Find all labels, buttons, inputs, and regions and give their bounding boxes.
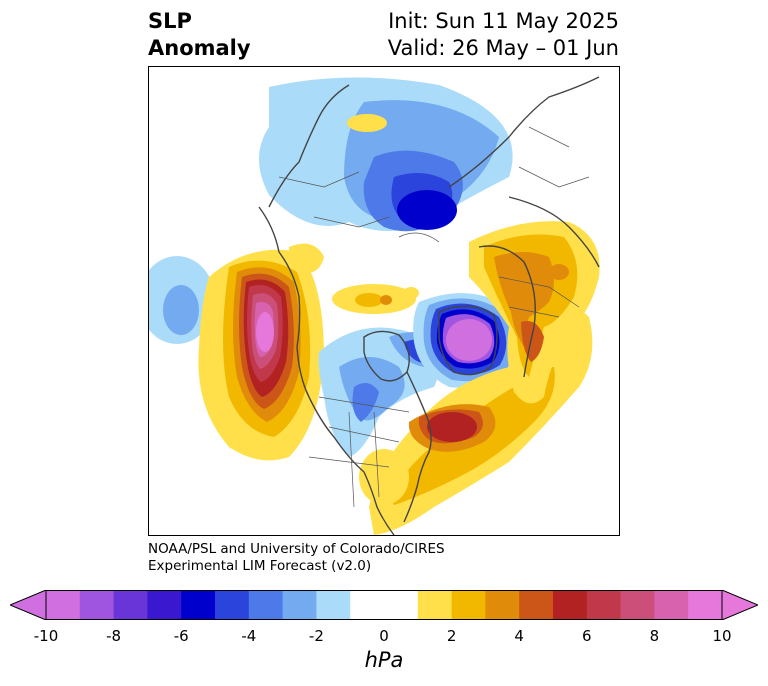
title-left: SLP Anomaly bbox=[148, 8, 251, 62]
colorbar-bin-6 bbox=[248, 590, 284, 620]
arctic-low bbox=[259, 77, 513, 232]
anomaly-map bbox=[149, 76, 600, 535]
colorbar-tick-label: 8 bbox=[649, 627, 660, 645]
credit-line2: Experimental LIM Forecast (v2.0) bbox=[148, 558, 372, 574]
borders bbox=[278, 126, 590, 508]
colorbar-tick-label: -4 bbox=[241, 627, 257, 645]
bering-high bbox=[332, 284, 419, 314]
colorbar-bin-13 bbox=[519, 590, 554, 620]
colorbar-tick-label: -8 bbox=[106, 627, 122, 645]
colorbar-bin-18 bbox=[688, 590, 723, 620]
colorbar-over-triangle bbox=[721, 589, 760, 621]
colorbar-unit: hPa bbox=[364, 648, 404, 672]
greenland-baffin-high bbox=[413, 293, 521, 388]
colorbar-bin-16 bbox=[620, 590, 655, 620]
colorbar-tick-label: 10 bbox=[712, 627, 732, 645]
colorbar-bin-4 bbox=[181, 590, 216, 620]
colorbar-border bbox=[45, 590, 723, 620]
coastlines bbox=[258, 76, 600, 535]
colorbar-tick-label: 6 bbox=[582, 627, 592, 645]
colorbar-bin-17 bbox=[654, 590, 689, 620]
colorbar-bin-3 bbox=[147, 590, 182, 620]
colorbar-graphic bbox=[8, 589, 760, 621]
credit-line1: NOAA/PSL and University of Colorado/CIRE… bbox=[148, 541, 445, 557]
colorbar-bin-9 bbox=[350, 590, 419, 620]
title-right: Init: Sun 11 May 2025 Valid: 26 May – 01… bbox=[388, 8, 619, 62]
colorbar-bin-2 bbox=[113, 590, 148, 620]
colorbar-tick-label: -10 bbox=[33, 627, 59, 645]
siberia-small-high bbox=[347, 114, 387, 132]
init-date: Init: Sun 11 May 2025 bbox=[388, 9, 619, 33]
title-variable: SLP bbox=[148, 9, 192, 33]
colorbar bbox=[8, 589, 760, 621]
north-pacific-low bbox=[149, 256, 215, 344]
colorbar-bin-14 bbox=[553, 590, 588, 620]
map-panel bbox=[148, 66, 620, 536]
colorbar-bin-12 bbox=[485, 590, 520, 620]
valid-range: Valid: 26 May – 01 Jun bbox=[387, 36, 619, 60]
colorbar-bin-0 bbox=[46, 590, 81, 620]
colorbar-bin-15 bbox=[586, 590, 622, 620]
colorbar-bin-11 bbox=[451, 590, 486, 620]
colorbar-bin-8 bbox=[316, 590, 351, 620]
colorbar-bin-5 bbox=[215, 590, 250, 620]
alaska-coast-high bbox=[289, 243, 324, 273]
colorbar-tick-label: 0 bbox=[379, 627, 389, 645]
colorbar-tick-label: -6 bbox=[173, 627, 189, 645]
credit-text: NOAA/PSL and University of Colorado/CIRE… bbox=[148, 541, 445, 575]
colorbar-bin-7 bbox=[282, 590, 317, 620]
colorbar-tick-label: -2 bbox=[308, 627, 324, 645]
pacific-high bbox=[198, 249, 324, 461]
title-type: Anomaly bbox=[148, 36, 251, 60]
colorbar-bin-10 bbox=[417, 590, 453, 620]
colorbar-bin-1 bbox=[79, 590, 115, 620]
colorbar-tick-label: 4 bbox=[514, 627, 524, 645]
colorbar-tick-label: 2 bbox=[446, 627, 457, 645]
colorbar-under-triangle bbox=[8, 589, 47, 621]
